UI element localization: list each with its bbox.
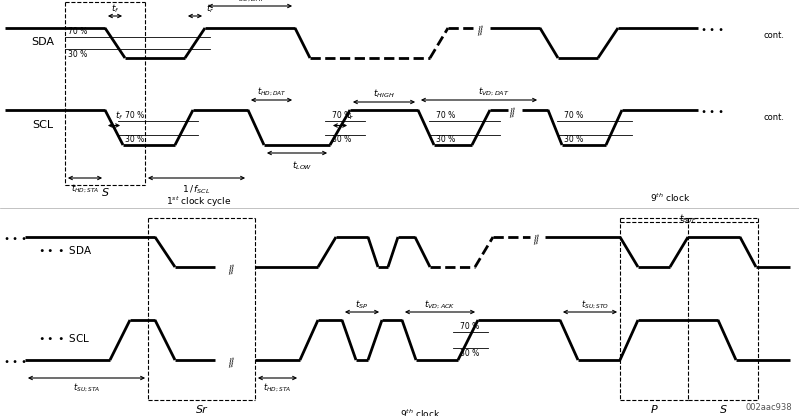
Text: $\bullet\bullet\bullet$ SCL: $\bullet\bullet\bullet$ SCL (38, 332, 90, 344)
Text: 30 %: 30 % (436, 136, 455, 144)
Text: cont.: cont. (763, 114, 784, 122)
Text: 70 %: 70 % (564, 111, 583, 119)
Text: $t_{SU;STA}$: $t_{SU;STA}$ (73, 382, 100, 394)
Text: $t_{BUF}$: $t_{BUF}$ (679, 213, 697, 225)
Text: $1\,/\,f_{SCL}$: $1\,/\,f_{SCL}$ (182, 183, 211, 196)
Text: //: // (509, 107, 518, 119)
Text: $t_r$: $t_r$ (346, 109, 354, 122)
Text: 30 %: 30 % (332, 136, 352, 144)
Text: 70 %: 70 % (68, 27, 87, 36)
Text: $t_{HD;STA}$: $t_{HD;STA}$ (71, 183, 99, 195)
Text: $t_f$: $t_f$ (115, 109, 123, 122)
Text: S: S (101, 188, 109, 198)
Text: $t_{HD;STA}$: $t_{HD;STA}$ (264, 382, 292, 394)
Text: cont.: cont. (763, 32, 784, 40)
Text: $9^{th}$ clock: $9^{th}$ clock (650, 192, 690, 204)
Text: //: // (228, 357, 237, 369)
Text: $t_{SP}$: $t_{SP}$ (356, 299, 368, 311)
Text: $\bullet\bullet\bullet$: $\bullet\bullet\bullet$ (3, 355, 27, 365)
Text: Sr: Sr (196, 405, 208, 415)
Text: $t_{SU;STO}$: $t_{SU;STO}$ (581, 299, 609, 311)
Text: $\bullet\bullet\bullet$ SDA: $\bullet\bullet\bullet$ SDA (38, 244, 93, 256)
Text: 30 %: 30 % (460, 349, 479, 358)
Text: $t_f$: $t_f$ (111, 3, 119, 15)
Text: $t_{VD;ACK}$: $t_{VD;ACK}$ (424, 299, 455, 311)
Text: $9^{th}$ clock: $9^{th}$ clock (400, 408, 440, 416)
Text: $t_r$: $t_r$ (206, 3, 214, 15)
Text: $1^{st}$ clock cycle: $1^{st}$ clock cycle (165, 195, 231, 209)
Text: SDA: SDA (31, 37, 54, 47)
Text: $t_{VD;DAT}$: $t_{VD;DAT}$ (479, 86, 510, 98)
Text: $t_{LOW}$: $t_{LOW}$ (292, 160, 312, 173)
Text: 70 %: 70 % (460, 322, 479, 331)
Text: 70 %: 70 % (332, 111, 352, 119)
Text: $t_{HIGH}$: $t_{HIGH}$ (373, 88, 395, 100)
Text: //: // (533, 234, 542, 246)
Text: 70 %: 70 % (125, 111, 145, 119)
Text: 002aac938: 002aac938 (745, 403, 792, 412)
Text: 30 %: 30 % (68, 50, 87, 59)
Text: $\bullet\bullet\bullet$: $\bullet\bullet\bullet$ (700, 105, 724, 115)
Text: P: P (650, 405, 658, 415)
Text: $\bullet\bullet\bullet$: $\bullet\bullet\bullet$ (3, 232, 27, 242)
Text: //: // (476, 25, 486, 37)
Text: 30 %: 30 % (125, 136, 145, 144)
Text: S: S (719, 405, 726, 415)
Text: $t_{SU;DAT}$: $t_{SU;DAT}$ (235, 0, 265, 4)
Text: 30 %: 30 % (564, 136, 583, 144)
Text: SCL: SCL (33, 120, 54, 130)
Text: $\bullet\bullet\bullet$: $\bullet\bullet\bullet$ (700, 23, 724, 33)
Text: $t_{HD;DAT}$: $t_{HD;DAT}$ (256, 86, 286, 98)
Text: //: // (228, 264, 237, 276)
Text: 70 %: 70 % (436, 111, 455, 119)
